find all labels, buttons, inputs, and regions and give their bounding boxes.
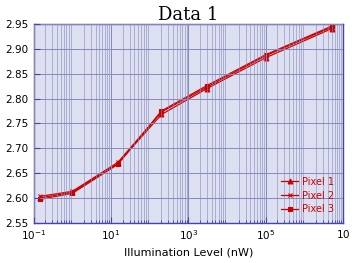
- Pixel 2: [116, 161, 120, 164]
- Legend: Pixel 1, Pixel 2, Pixel 3: Pixel 1, Pixel 2, Pixel 3: [277, 173, 338, 218]
- Pixel 2: [205, 85, 209, 89]
- Pixel 3: [205, 84, 209, 87]
- Title: Data 1: Data 1: [158, 6, 219, 24]
- Pixel 1: [264, 56, 268, 59]
- Pixel 2: [38, 195, 43, 198]
- Pixel 1: [329, 27, 334, 30]
- Pixel 3: [264, 53, 268, 56]
- Pixel 3: [38, 198, 43, 201]
- Pixel 3: [159, 109, 163, 113]
- Line: Pixel 2: Pixel 2: [38, 25, 334, 199]
- Pixel 1: [159, 113, 163, 116]
- Pixel 1: [205, 87, 209, 90]
- Pixel 2: [329, 26, 334, 29]
- Pixel 2: [264, 54, 268, 57]
- Pixel 2: [159, 110, 163, 114]
- Line: Pixel 3: Pixel 3: [38, 24, 334, 202]
- X-axis label: Illumination Level (nW): Illumination Level (nW): [124, 247, 253, 257]
- Pixel 1: [116, 162, 120, 165]
- Line: Pixel 1: Pixel 1: [38, 26, 334, 200]
- Pixel 3: [116, 163, 120, 166]
- Pixel 1: [70, 191, 74, 194]
- Pixel 3: [70, 192, 74, 195]
- Pixel 2: [70, 190, 74, 193]
- Pixel 1: [38, 196, 43, 199]
- Pixel 3: [329, 25, 334, 28]
